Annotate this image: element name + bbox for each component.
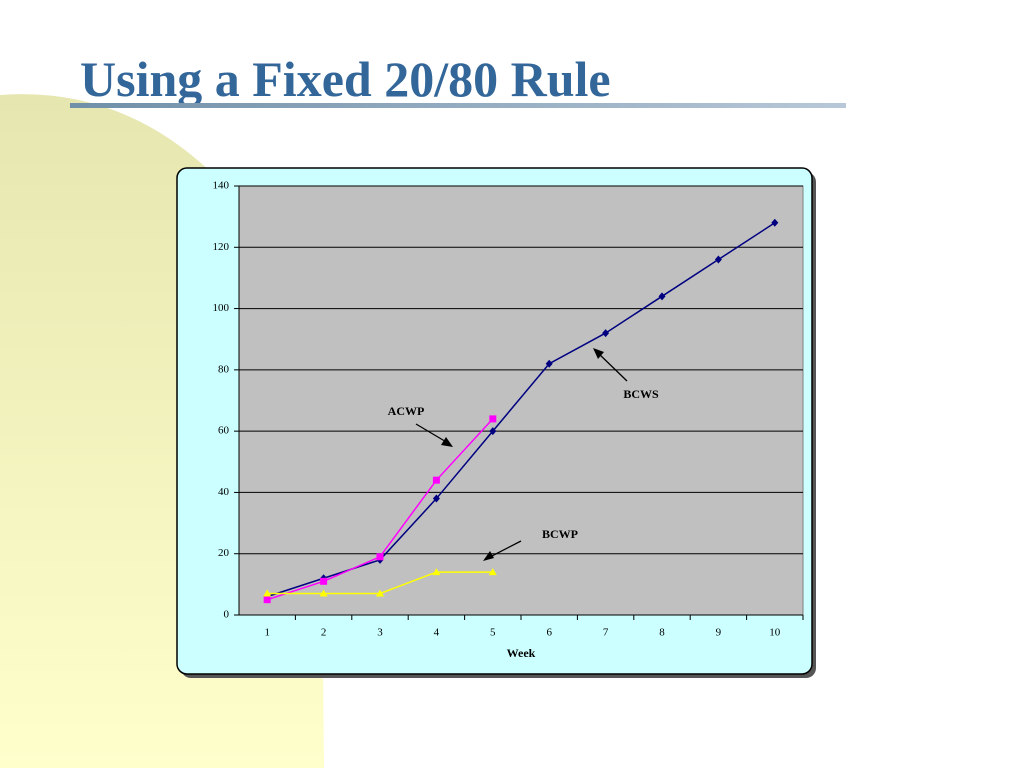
marker	[376, 589, 384, 597]
marker	[376, 553, 384, 561]
marker	[263, 589, 272, 597]
x-tick-label: 2	[321, 627, 327, 639]
y-tick-label: 0	[224, 609, 230, 621]
marker	[432, 494, 440, 503]
marker	[602, 329, 610, 338]
annotation: BCWS	[623, 387, 659, 401]
x-axis-label: Week	[507, 646, 536, 660]
marker	[320, 577, 328, 585]
y-tick-label: 120	[213, 241, 230, 253]
marker	[432, 568, 441, 576]
x-tick-label: 10	[769, 627, 781, 639]
annotation: BCWP	[542, 527, 578, 541]
x-tick-label: 4	[434, 627, 440, 639]
annotation: ACWP	[388, 404, 425, 418]
marker	[545, 359, 553, 368]
y-tick-label: 100	[213, 302, 230, 314]
marker	[489, 427, 497, 436]
x-tick-label: 6	[546, 627, 552, 639]
marker	[489, 415, 497, 423]
plot-area	[238, 185, 804, 616]
x-tick-label: 9	[716, 627, 722, 639]
x-tick-label: 5	[490, 627, 496, 639]
y-tick-label: 80	[218, 363, 230, 375]
marker	[263, 596, 271, 604]
marker	[714, 255, 722, 264]
x-tick-label: 8	[659, 627, 665, 639]
slide-title: Using a Fixed 20/80 Rule	[80, 51, 611, 107]
x-tick-label: 7	[603, 627, 609, 639]
marker	[432, 476, 440, 484]
title-underline	[70, 103, 846, 108]
y-tick-label: 60	[218, 425, 230, 437]
marker	[658, 292, 666, 301]
arrow-heads	[441, 348, 604, 561]
annotation-arrows	[415, 351, 628, 559]
x-tick-label: 1	[264, 627, 270, 639]
y-tick-label: 40	[218, 486, 230, 498]
marker	[771, 218, 779, 227]
x-tick-label: 3	[377, 627, 383, 639]
marker	[488, 568, 497, 576]
marker	[319, 589, 328, 597]
y-tick-label: 20	[218, 547, 230, 559]
y-tick-label: 140	[213, 180, 230, 192]
